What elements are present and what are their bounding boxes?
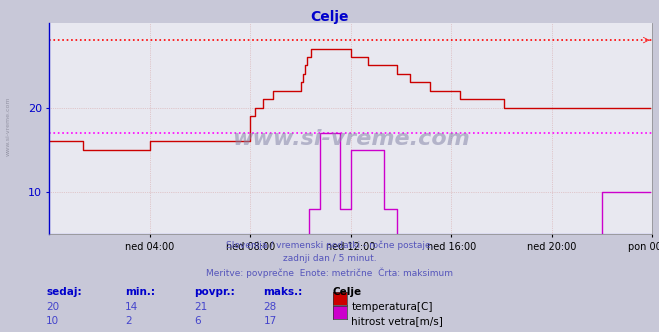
Text: Meritve: povprečne  Enote: metrične  Črta: maksimum: Meritve: povprečne Enote: metrične Črta:… (206, 267, 453, 278)
Text: Slovenija / vremenski podatki - ročne postaje.: Slovenija / vremenski podatki - ročne po… (226, 241, 433, 250)
Text: hitrost vetra[m/s]: hitrost vetra[m/s] (351, 316, 443, 326)
Text: Celje: Celje (333, 287, 362, 297)
Text: zadnji dan / 5 minut.: zadnji dan / 5 minut. (283, 254, 376, 263)
Text: 2: 2 (125, 316, 132, 326)
Text: 14: 14 (125, 302, 138, 312)
Text: 21: 21 (194, 302, 208, 312)
Text: 17: 17 (264, 316, 277, 326)
Text: Celje: Celje (310, 10, 349, 24)
Text: www.si-vreme.com: www.si-vreme.com (6, 96, 11, 156)
Text: 6: 6 (194, 316, 201, 326)
Text: maks.:: maks.: (264, 287, 303, 297)
Text: www.si-vreme.com: www.si-vreme.com (232, 129, 470, 149)
Text: min.:: min.: (125, 287, 156, 297)
Text: povpr.:: povpr.: (194, 287, 235, 297)
Text: 10: 10 (46, 316, 59, 326)
Text: sedaj:: sedaj: (46, 287, 82, 297)
Text: 20: 20 (46, 302, 59, 312)
Text: temperatura[C]: temperatura[C] (351, 302, 433, 312)
Text: 28: 28 (264, 302, 277, 312)
